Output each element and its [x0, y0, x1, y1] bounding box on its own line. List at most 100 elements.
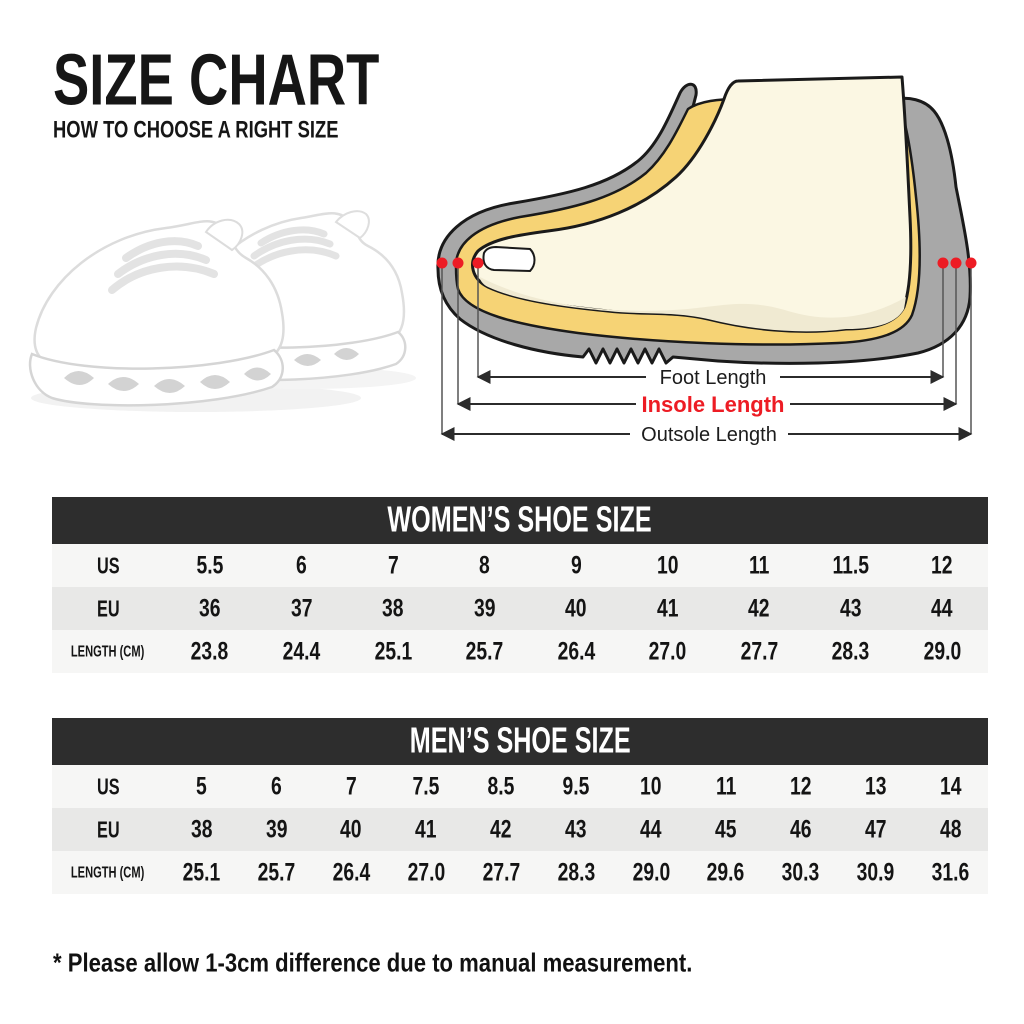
size-cell: 42 [490, 814, 512, 843]
size-cell: 14 [939, 771, 962, 800]
size-cell: 44 [931, 593, 954, 622]
outsole-length-measure: Outsole Length [440, 424, 973, 446]
sneakers-photo [28, 210, 416, 412]
mens-table-title-text: MEN’S SHOE SIZE [409, 720, 631, 762]
size-cell: 10 [640, 771, 662, 800]
row-values-us: 5.5 6 7 8 9 10 11 11.5 12 [164, 544, 988, 587]
size-cell: 27.7 [482, 857, 520, 886]
size-cell: 38 [382, 593, 404, 622]
size-cell: 11.5 [832, 550, 869, 579]
row-values-eu: 36 37 38 39 40 41 42 43 44 [164, 587, 988, 630]
size-cell: 41 [415, 814, 437, 843]
size-cell: 47 [864, 814, 887, 843]
size-cell: 7 [387, 550, 399, 579]
size-cell: 43 [565, 814, 587, 843]
size-cell: 41 [656, 593, 679, 622]
size-cell: 38 [190, 814, 213, 843]
row-label-length: LENGTH (CM) [71, 642, 145, 661]
table-row-eu: EU 38 39 40 41 42 43 44 45 46 47 48 [52, 808, 988, 851]
page-title-text: SIZE CHART [53, 39, 380, 121]
page-subtitle: HOW TO CHOOSE A RIGHT SIZE [53, 115, 410, 143]
size-cell: 25.1 [182, 857, 221, 886]
foot-measurement-diagram: Foot Length Insole Length Outsole Length [436, 75, 977, 446]
measurement-disclaimer-text: * Please allow 1-3cm difference due to m… [53, 949, 693, 978]
size-cell: 24.4 [282, 636, 321, 665]
womens-table-title: WOMEN’S SHOE SIZE [52, 497, 988, 544]
size-cell: 5 [196, 771, 207, 800]
size-cell: 25.1 [374, 636, 412, 665]
size-cell: 43 [839, 593, 862, 622]
size-cell: 39 [473, 593, 496, 622]
row-label-eu: EU [96, 594, 120, 622]
foot-shading [480, 277, 906, 332]
size-cell: 46 [789, 814, 812, 843]
size-cell: 7.5 [412, 771, 440, 800]
size-cell: 45 [715, 814, 737, 843]
size-cell: 27.7 [740, 636, 778, 665]
size-cell: 29.6 [706, 857, 745, 886]
size-cell: 7 [345, 771, 357, 800]
foot-shape [471, 75, 913, 333]
table-row-us: US 5 6 7 7.5 8.5 9.5 10 11 12 13 14 [52, 765, 988, 808]
mens-size-table: MEN’S SHOE SIZE US 5 6 7 7.5 8.5 9.5 10 11 12 13 1… [52, 718, 988, 894]
size-cell: 40 [565, 593, 587, 622]
row-label-eu: EU [96, 815, 120, 843]
womens-table-title-text: WOMEN’S SHOE SIZE [387, 499, 653, 541]
size-cell: 44 [640, 814, 662, 843]
size-cell: 10 [656, 550, 679, 579]
insole-length-label: Insole Length [642, 392, 785, 417]
size-cell: 8 [479, 550, 490, 579]
page-title: SIZE CHART [53, 39, 461, 121]
size-cell: 25.7 [465, 636, 504, 665]
row-label-us: US [96, 772, 120, 800]
measurement-dots [436, 257, 977, 269]
sneaker-front [28, 218, 285, 407]
size-cell: 13 [864, 771, 887, 800]
size-cell: 31.6 [931, 857, 970, 886]
size-cell: 42 [748, 593, 770, 622]
size-cell: 40 [340, 814, 363, 843]
size-cell: 26.4 [332, 857, 371, 886]
size-cell: 29.0 [632, 857, 670, 886]
row-label-us: US [96, 551, 120, 579]
toenail-shape [482, 245, 536, 273]
size-cell: 25.7 [257, 857, 296, 886]
size-cell: 48 [939, 814, 962, 843]
table-row-length: LENGTH (CM) 25.1 25.7 26.4 27.0 27.7 28.3 29.0… [52, 851, 988, 894]
size-cell: 28.3 [557, 857, 595, 886]
size-cell: 12 [931, 550, 954, 579]
outsole-length-label: Outsole Length [641, 424, 777, 446]
size-cell: 12 [789, 771, 812, 800]
table-row-length: LENGTH (CM) 23.8 24.4 25.1 25.7 26.4 27.0 27.7… [52, 630, 988, 673]
measurement-guides [441, 263, 972, 434]
size-cell: 26.4 [557, 636, 595, 665]
foot-length-measure: Foot Length [476, 367, 945, 389]
size-cell: 9 [570, 550, 582, 579]
insole-length-measure: Insole Length [456, 392, 958, 417]
size-cell: 27.0 [407, 857, 445, 886]
size-cell: 11 [715, 771, 737, 800]
size-cell: 36 [199, 593, 221, 622]
row-values-us: 5 6 7 7.5 8.5 9.5 10 11 12 13 14 [164, 765, 988, 808]
size-cell: 28.3 [831, 636, 870, 665]
page-subtitle-text: HOW TO CHOOSE A RIGHT SIZE [53, 115, 339, 143]
size-cell: 30.9 [856, 857, 895, 886]
size-cell: 8.5 [487, 771, 515, 800]
mens-table-title: MEN’S SHOE SIZE [52, 718, 988, 765]
size-cell: 11 [748, 550, 770, 579]
size-cell: 37 [290, 593, 313, 622]
size-cell: 6 [270, 771, 282, 800]
size-cell: 23.8 [190, 636, 229, 665]
size-cell: 29.0 [923, 636, 962, 665]
size-cell: 39 [265, 814, 288, 843]
measurement-disclaimer: * Please allow 1-3cm difference due to m… [53, 949, 748, 978]
size-cell: 27.0 [648, 636, 687, 665]
table-row-eu: EU 36 37 38 39 40 41 42 43 44 [52, 587, 988, 630]
size-cell: 5.5 [196, 550, 224, 579]
size-cell: 30.3 [781, 857, 820, 886]
row-values-length: 25.1 25.7 26.4 27.0 27.7 28.3 29.0 29.6 30.3 30.9… [164, 851, 988, 894]
foot-length-label: Foot Length [660, 367, 767, 389]
row-label-length: LENGTH (CM) [71, 863, 145, 882]
row-values-eu: 38 39 40 41 42 43 44 45 46 47 48 [164, 808, 988, 851]
